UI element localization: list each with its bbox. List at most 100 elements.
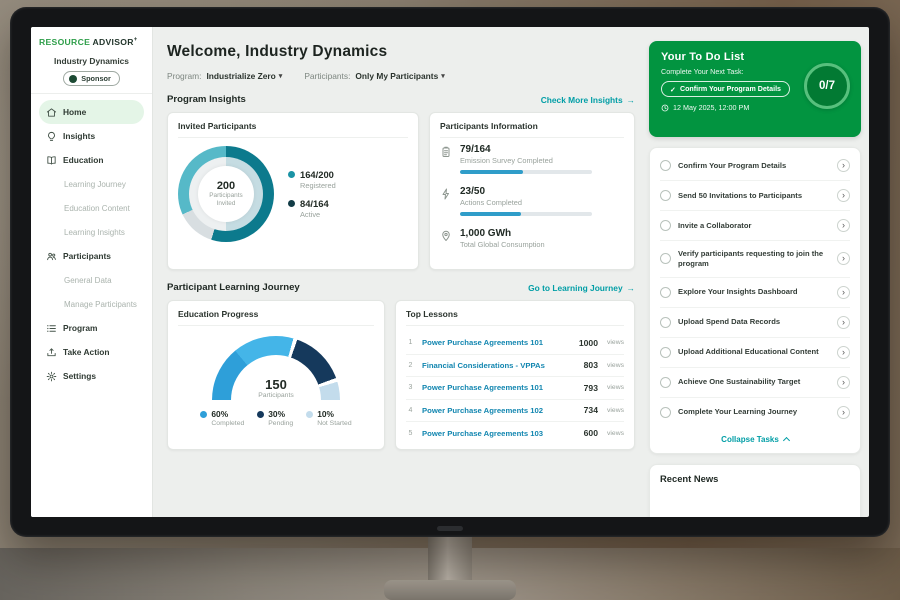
invited-donut-chart: 200 Participants Invited (178, 146, 274, 242)
checkbox-icon[interactable] (660, 376, 671, 388)
task-label: Invite a Collaborator (678, 220, 752, 230)
go-to-learning-journey-link[interactable]: Go to Learning Journey → (528, 283, 635, 293)
lesson-views: 803 (583, 360, 598, 371)
sidebar-item-program[interactable]: Program (39, 316, 144, 340)
checkbox-icon[interactable] (660, 316, 671, 328)
sidebar-item-label: Program (63, 323, 98, 333)
participants-dropdown-value: Only My Participants (355, 71, 439, 81)
lesson-link[interactable]: Power Purchase Agreements 102 (422, 405, 544, 415)
legend-dot (288, 200, 295, 207)
task-label: Send 50 Invitations to Participants (678, 190, 803, 200)
lesson-link[interactable]: Power Purchase Agreements 103 (422, 428, 544, 438)
collapse-tasks-button[interactable]: Collapse Tasks (660, 427, 850, 451)
checkbox-icon[interactable] (660, 286, 671, 298)
sidebar-item-learning-journey[interactable]: Learning Journey (39, 172, 144, 196)
card-title: Invited Participants (178, 121, 408, 138)
participants-dropdown[interactable]: Only My Participants ▾ (355, 71, 444, 81)
task-row[interactable]: Upload Additional Educational Content › (660, 338, 850, 368)
participants-filter: Participants: Only My Participants ▾ (304, 71, 444, 81)
sidebar-divider (31, 93, 152, 94)
sidebar-item-education-content[interactable]: Education Content (39, 196, 144, 220)
chevron-right-icon[interactable]: › (837, 219, 850, 232)
sidebar-item-manage-participants[interactable]: Manage Participants (39, 292, 144, 316)
chevron-right-icon[interactable]: › (837, 315, 850, 329)
checkbox-icon[interactable] (660, 253, 671, 265)
lesson-row: 3 Power Purchase Agreements 101 793 view… (406, 377, 624, 400)
check-more-insights-link[interactable]: Check More Insights → (541, 95, 635, 105)
lesson-row: 2 Financial Considerations - VPPAs 803 v… (406, 355, 624, 377)
gauge-value: 150 (265, 377, 287, 392)
task-row[interactable]: Confirm Your Program Details › (660, 151, 850, 181)
task-row[interactable]: Send 50 Invitations to Participants › (660, 181, 850, 211)
chevron-right-icon[interactable]: › (837, 189, 850, 202)
chevron-right-icon[interactable]: › (837, 405, 850, 419)
todo-panel: Your To Do List Complete Your Next Task:… (649, 41, 861, 517)
actions-progress-bar (460, 212, 592, 216)
lesson-link[interactable]: Power Purchase Agreements 101 (422, 383, 544, 393)
chevron-right-icon[interactable]: › (837, 375, 850, 389)
program-filter-label: Program: (167, 71, 202, 81)
checkbox-icon[interactable] (660, 220, 671, 231)
upload-icon (46, 347, 57, 358)
gear-icon (46, 371, 57, 382)
invited-participants-card: Invited Participants 200 Participants In… (167, 112, 419, 270)
task-list-card: Confirm Your Program Details › Send 50 I… (649, 147, 861, 454)
main-content: Welcome, Industry Dynamics Program: Indu… (153, 27, 645, 517)
lightning-icon (440, 188, 452, 200)
next-task-label: Confirm Your Program Details (679, 85, 781, 93)
task-label: Upload Additional Educational Content (678, 347, 819, 357)
gauge-center: 150 Participants (212, 377, 340, 399)
sidebar-item-take-action[interactable]: Take Action (39, 340, 144, 364)
checkbox-icon[interactable] (660, 190, 671, 201)
legend-registered: 164/200 Registered (288, 169, 336, 190)
lesson-rank: 3 (408, 384, 413, 392)
sidebar-item-label: Home (63, 107, 87, 117)
task-row[interactable]: Upload Spend Data Records › (660, 308, 850, 338)
chevron-right-icon[interactable]: › (837, 252, 850, 266)
lesson-link[interactable]: Financial Considerations - VPPAs (422, 360, 545, 370)
sidebar-item-insights[interactable]: Insights (39, 124, 144, 148)
checkbox-icon[interactable] (660, 346, 671, 358)
sidebar-item-home[interactable]: Home (39, 100, 144, 124)
checkbox-icon[interactable] (660, 406, 671, 418)
lesson-link[interactable]: Power Purchase Agreements 101 (422, 338, 544, 348)
legend-dot (200, 411, 208, 418)
sponsor-label: Sponsor (81, 74, 111, 83)
sidebar-item-label: Participants (63, 251, 111, 261)
book-icon (46, 155, 57, 166)
stat-label: Total Global Consumption (460, 240, 545, 249)
checkbox-icon[interactable] (660, 160, 671, 171)
program-dropdown[interactable]: Industrialize Zero ▾ (206, 71, 282, 81)
lesson-rank: 5 (408, 429, 413, 437)
top-lessons-card: Top Lessons 1 Power Purchase Agreements … (395, 300, 635, 450)
chevron-right-icon[interactable]: › (837, 345, 850, 359)
views-suffix: views (607, 361, 624, 369)
task-row[interactable]: Explore Your Insights Dashboard › (660, 278, 850, 308)
participants-filter-label: Participants: (304, 71, 351, 81)
collapse-label: Collapse Tasks (721, 434, 779, 444)
chevron-down-icon: ▾ (278, 72, 283, 80)
stat-value: 1,000 GWh (460, 228, 512, 239)
donut-center-label: Participants Invited (209, 192, 243, 207)
sidebar-item-general-data[interactable]: General Data (39, 268, 144, 292)
task-row[interactable]: Complete Your Learning Journey › (660, 398, 850, 427)
sidebar-item-education[interactable]: Education (39, 148, 144, 172)
views-suffix: views (607, 429, 624, 437)
legend-completed: 60% Completed (200, 409, 244, 427)
sidebar-item-learning-insights[interactable]: Learning Insights (39, 220, 144, 244)
card-title: Top Lessons (406, 309, 624, 326)
emission-progress-bar (460, 170, 592, 174)
sidebar-item-participants[interactable]: Participants (39, 244, 144, 268)
sponsor-badge: Sponsor (63, 71, 120, 86)
sidebar-item-settings[interactable]: Settings (39, 364, 144, 388)
chevron-right-icon[interactable]: › (837, 159, 850, 172)
chevron-right-icon[interactable]: › (837, 285, 850, 299)
lesson-rank: 1 (408, 339, 413, 347)
task-row[interactable]: Verify participants requesting to join t… (660, 241, 850, 278)
education-gauge-chart: 150 Participants (212, 336, 340, 400)
gauge-legend: 60% Completed 30% Pending (178, 409, 374, 427)
task-row[interactable]: Achieve One Sustainability Target › (660, 368, 850, 398)
next-task-chip[interactable]: ✓ Confirm Your Program Details (661, 81, 790, 97)
task-row[interactable]: Invite a Collaborator › (660, 211, 850, 241)
home-icon (46, 107, 57, 118)
